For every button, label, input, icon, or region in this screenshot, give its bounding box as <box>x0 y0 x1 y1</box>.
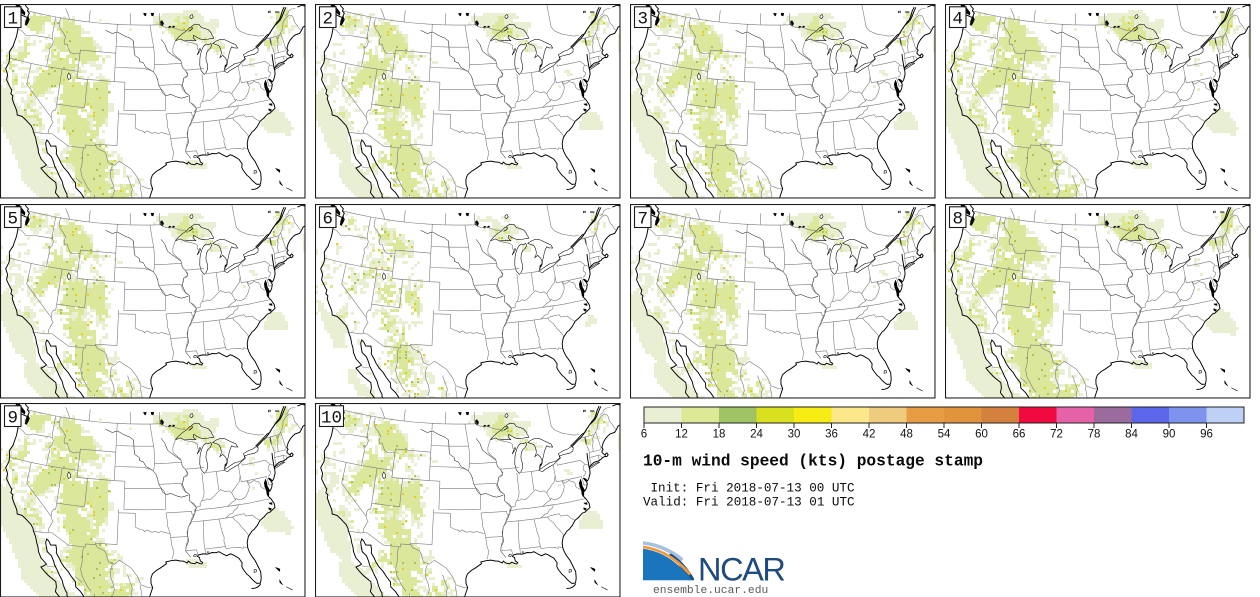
svg-text:36: 36 <box>825 429 838 441</box>
svg-text:Init: Fri 2018-07-13 00 UTC: Init: Fri 2018-07-13 00 UTC <box>651 482 855 496</box>
svg-text:96: 96 <box>1200 429 1213 441</box>
svg-text:42: 42 <box>863 429 876 441</box>
svg-text:24: 24 <box>750 429 763 441</box>
svg-text:60: 60 <box>975 429 988 441</box>
svg-text:12: 12 <box>675 429 688 441</box>
svg-text:78: 78 <box>1088 429 1101 441</box>
svg-text:7: 7 <box>637 210 648 230</box>
svg-text:90: 90 <box>1163 429 1176 441</box>
svg-text:6: 6 <box>641 429 647 441</box>
svg-text:2: 2 <box>322 10 333 30</box>
svg-text:3: 3 <box>637 10 648 30</box>
svg-text:48: 48 <box>900 429 913 441</box>
svg-text:72: 72 <box>1050 429 1063 441</box>
svg-text:ensemble.ucar.edu: ensemble.ucar.edu <box>653 585 768 597</box>
svg-text:54: 54 <box>938 429 951 441</box>
svg-text:66: 66 <box>1013 429 1026 441</box>
svg-text:84: 84 <box>1125 429 1138 441</box>
svg-text:4: 4 <box>952 10 963 30</box>
svg-text:5: 5 <box>7 210 18 230</box>
svg-text:Valid: Fri 2018-07-13 01 UTC: Valid: Fri 2018-07-13 01 UTC <box>643 496 855 510</box>
svg-text:10-m wind speed (kts) postage: 10-m wind speed (kts) postage stamp <box>643 453 983 471</box>
svg-text:30: 30 <box>788 429 801 441</box>
svg-text:10: 10 <box>321 409 342 429</box>
svg-text:8: 8 <box>952 210 963 230</box>
svg-text:NCAR: NCAR <box>698 552 785 588</box>
svg-text:6: 6 <box>322 210 333 230</box>
svg-text:9: 9 <box>7 409 18 429</box>
svg-text:1: 1 <box>7 10 18 30</box>
svg-text:18: 18 <box>713 429 726 441</box>
